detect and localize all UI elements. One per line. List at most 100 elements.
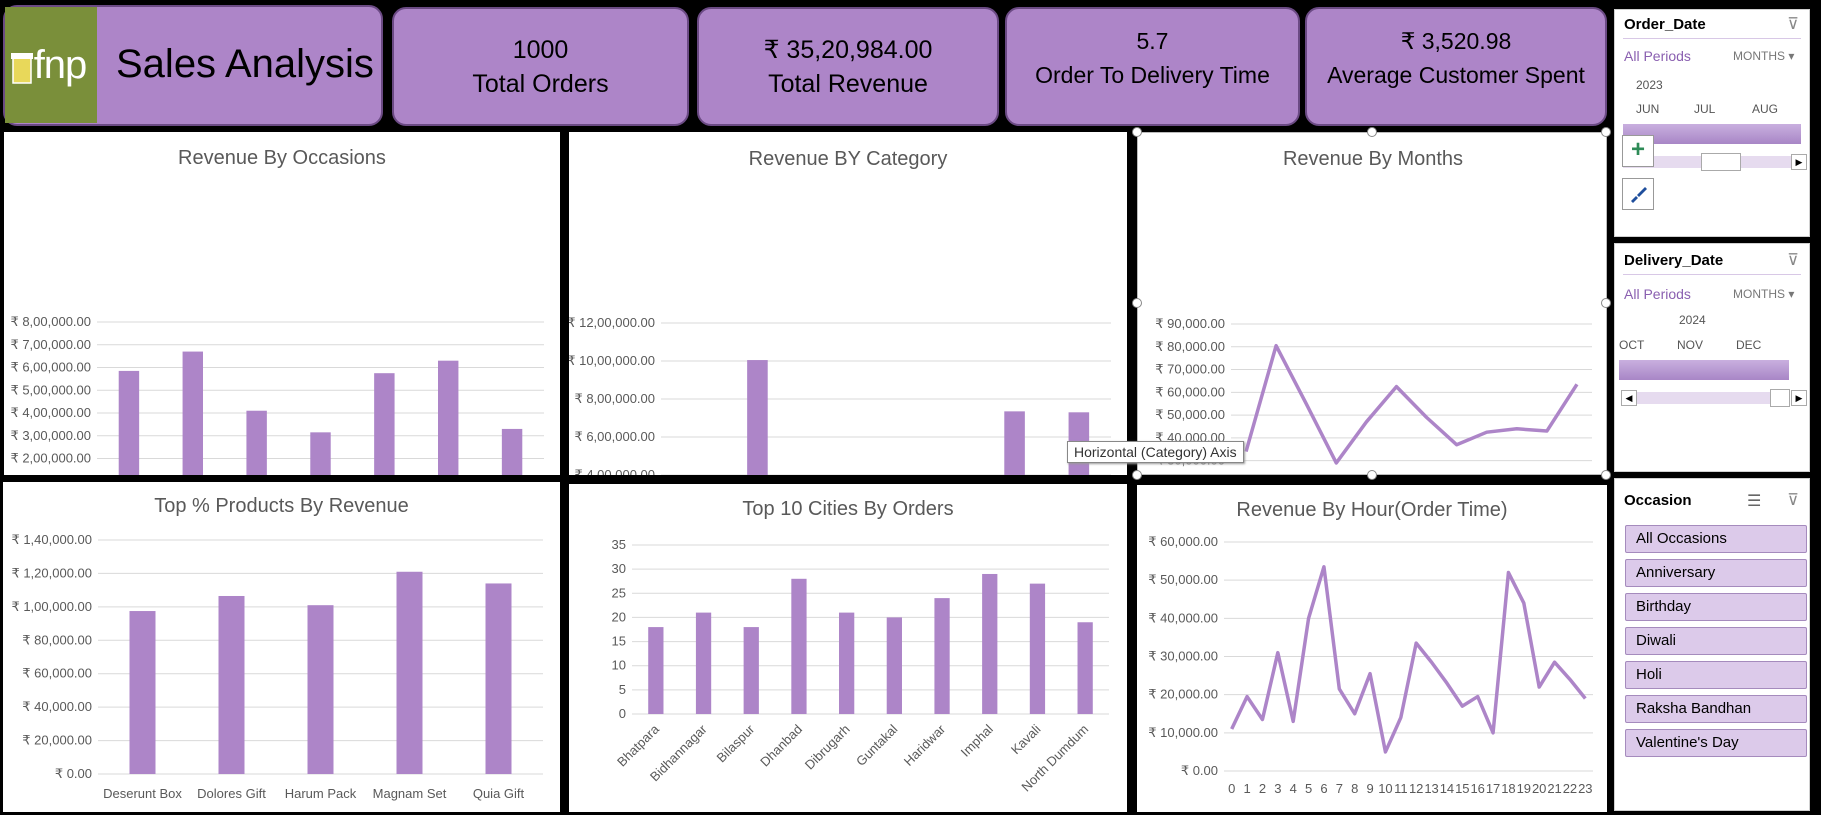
occasion-item[interactable]: Valentine's Day: [1625, 729, 1807, 757]
kpi-label: Total Revenue: [768, 69, 928, 98]
x-tick-label: Dibrugarh: [802, 722, 853, 773]
x-tick-label: Bilaspur: [714, 721, 758, 765]
month-label: NOV: [1677, 338, 1704, 352]
period-unit-label: MONTHS: [1733, 287, 1785, 301]
y-tick-label: 15: [612, 634, 626, 649]
bar: [310, 432, 331, 475]
y-tick-label: ₹ 60,000.00: [1148, 534, 1218, 549]
y-tick-label: ₹ 90,000.00: [1155, 316, 1225, 331]
y-tick-label: ₹ 60,000.00: [1155, 384, 1225, 399]
resize-handle[interactable]: [1601, 298, 1611, 308]
bar: [1004, 411, 1025, 475]
x-tick-label: 4: [1290, 781, 1297, 796]
resize-handle[interactable]: [1601, 127, 1611, 137]
divider: [1623, 38, 1801, 39]
y-tick-label: ₹ 5,00,000.00: [10, 382, 91, 397]
scroll-right-icon[interactable]: ▶: [1791, 154, 1807, 170]
bar: [934, 598, 950, 714]
occasion-item[interactable]: Raksha Bandhan: [1625, 695, 1807, 723]
chart-top-products[interactable]: Top % Products By Revenue ₹ 0.00 ₹ 20,000.…: [3, 482, 560, 812]
x-tick-label: 16: [1470, 781, 1484, 796]
occasion-item[interactable]: Diwali: [1625, 627, 1807, 655]
kpi-value: 1000: [512, 35, 569, 64]
bar: [182, 351, 204, 475]
kpi-total-revenue: ₹ 35,20,984.00 Total Revenue: [697, 7, 999, 126]
period-unit-dropdown[interactable]: MONTHS ▾: [1733, 49, 1795, 63]
axis-tooltip: Horizontal (Category) Axis: [1067, 441, 1244, 463]
timeline-scrollbar[interactable]: [1637, 392, 1789, 404]
logo-text: fnp: [33, 42, 88, 87]
month-label: DEC: [1736, 338, 1762, 352]
y-tick-label: ₹ 0.00: [55, 766, 92, 781]
x-tick-label: 5: [1305, 781, 1312, 796]
x-tick-label: 11: [1394, 781, 1408, 796]
chart-title: Top % Products By Revenue: [154, 495, 409, 517]
chart-revenue-by-months[interactable]: Revenue By Months₹ 0.00₹ 10,000.00₹ 20,0…: [1137, 132, 1607, 476]
chart-revenue-by-occasions[interactable]: Revenue By Occasions₹ 0.00₹ 1,00,000.00₹…: [4, 132, 560, 475]
x-tick-label: 0: [1228, 781, 1235, 796]
occasion-item[interactable]: Anniversary: [1625, 559, 1807, 587]
x-tick-label: Haridwar: [901, 721, 949, 769]
timeline-bar[interactable]: [1619, 360, 1789, 380]
x-tick-label: 14: [1440, 781, 1454, 796]
scroll-thumb[interactable]: [1770, 389, 1790, 407]
y-tick-label: 35: [612, 537, 626, 552]
resize-handle[interactable]: [1132, 470, 1142, 480]
x-tick-label: 1: [1243, 781, 1250, 796]
clear-filter-icon[interactable]: ⊽: [1787, 16, 1799, 33]
chart-title: Top 10 Cities By Orders: [742, 498, 953, 520]
clear-filter-icon[interactable]: ⊽: [1787, 492, 1799, 509]
slicer-title: Delivery_Date: [1624, 252, 1724, 269]
bar: [396, 571, 423, 774]
x-tick-label: Guntakal: [853, 721, 900, 768]
chart-revenue-by-hour[interactable]: Revenue By Hour(Order Time) ₹ 0.00 ₹ 10,00…: [1137, 485, 1607, 812]
y-tick-label: 30: [612, 561, 626, 576]
resize-handle[interactable]: [1601, 470, 1611, 480]
order-date-slicer[interactable]: Order_Date ⊽ All Periods MONTHS ▾ 2023 J…: [1614, 9, 1810, 237]
y-tick-label: ₹ 80,000.00: [1155, 339, 1225, 354]
x-tick-label: 6: [1320, 781, 1327, 796]
y-tick-label: ₹ 8,00,000.00: [574, 391, 655, 406]
slicer-title: Order_Date: [1624, 16, 1706, 33]
format-brush-button[interactable]: [1622, 178, 1654, 210]
multi-select-icon[interactable]: ☰: [1747, 493, 1762, 510]
delivery-date-slicer[interactable]: Delivery_Date ⊽ All Periods MONTHS ▾ 202…: [1614, 243, 1810, 472]
y-tick-label: 10: [612, 658, 626, 673]
clear-filter-icon[interactable]: ⊽: [1787, 252, 1799, 269]
kpi-label: Average Customer Spent: [1327, 62, 1585, 88]
bar: [307, 605, 334, 774]
y-tick-label: ₹ 30,000.00: [1148, 649, 1218, 664]
occasion-slicer[interactable]: Occasion ☰ ⊽ All Occasions Anniversary B…: [1614, 478, 1810, 811]
x-tick-label: 10: [1378, 781, 1392, 796]
occasion-item[interactable]: All Occasions: [1625, 525, 1807, 553]
bar: [246, 410, 267, 475]
occasion-item[interactable]: Holi: [1625, 661, 1807, 689]
occasion-item[interactable]: Birthday: [1625, 593, 1807, 621]
chart-revenue-by-category[interactable]: Revenue BY Category₹ 0.00₹ 2,00,000.00₹ …: [569, 132, 1127, 475]
resize-handle[interactable]: [1367, 470, 1377, 480]
all-periods-link[interactable]: All Periods: [1624, 48, 1691, 64]
y-tick-label: ₹ 80,000.00: [22, 632, 92, 647]
all-periods-link[interactable]: All Periods: [1624, 286, 1691, 302]
y-tick-label: ₹ 1,00,000.00: [10, 473, 91, 475]
add-button[interactable]: +: [1622, 135, 1654, 167]
bar: [743, 627, 759, 714]
chart-top-cities[interactable]: Top 10 Cities By Orders 0 5 10 15 20 25 30 35 Bha…: [569, 484, 1127, 812]
divider: [1623, 274, 1801, 275]
period-unit-dropdown[interactable]: MONTHS ▾: [1733, 287, 1795, 301]
timeline-bar[interactable]: [1623, 124, 1801, 144]
kpi-value: ₹ 35,20,984.00: [763, 35, 933, 64]
scroll-right-icon[interactable]: ▶: [1791, 390, 1807, 406]
y-tick-label: ₹ 40,000.00: [22, 699, 92, 714]
page-title: Sales Analysis: [116, 42, 374, 86]
x-tick-label: 2: [1259, 781, 1266, 796]
resize-handle[interactable]: [1132, 298, 1142, 308]
x-tick-label: Dolores Gift: [197, 786, 266, 801]
resize-handle[interactable]: [1367, 127, 1377, 137]
y-tick-label: ₹ 40,000.00: [1148, 610, 1218, 625]
scroll-left-icon[interactable]: ◀: [1621, 390, 1637, 406]
y-tick-label: 20: [612, 609, 626, 624]
resize-handle[interactable]: [1132, 127, 1142, 137]
fnp-logo: fnp: [5, 7, 97, 123]
scroll-thumb[interactable]: [1701, 153, 1741, 171]
